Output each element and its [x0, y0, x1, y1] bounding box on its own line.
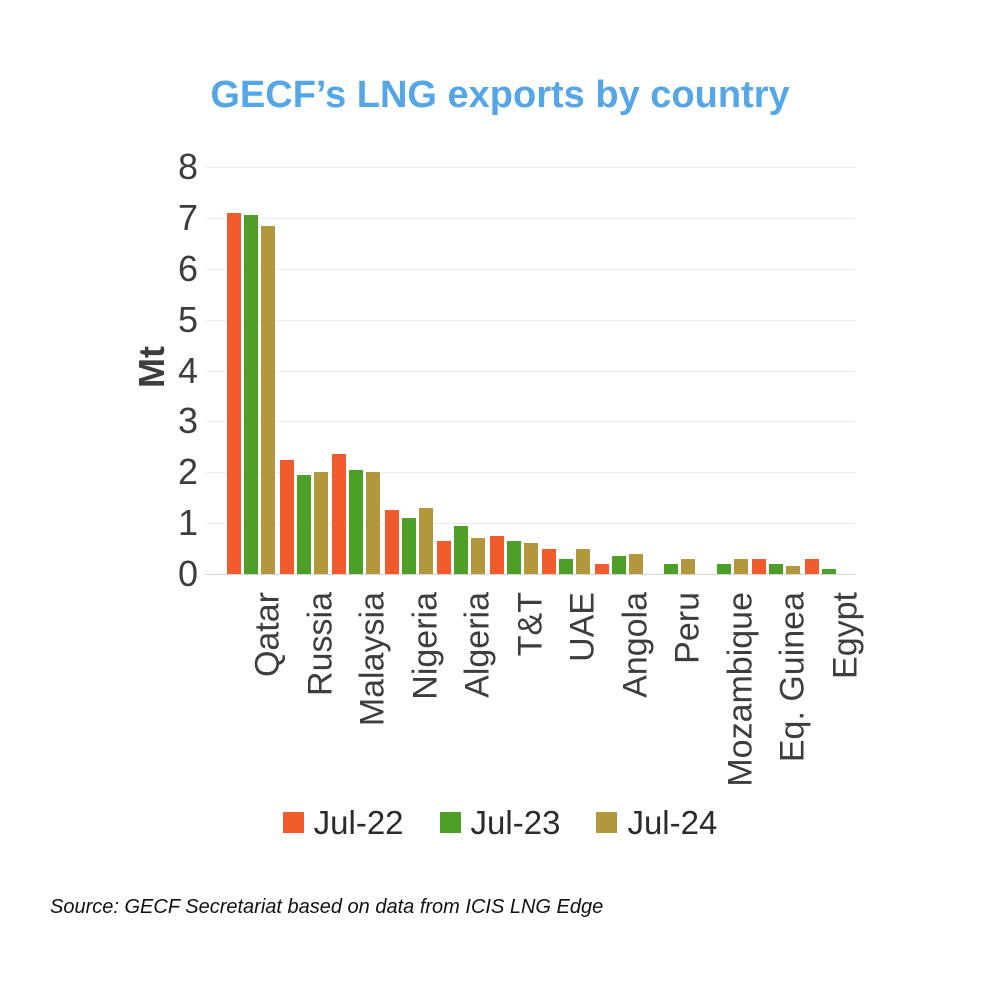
bar-uae-jul-22	[542, 549, 556, 574]
bar-algeria-jul-22	[437, 541, 451, 574]
bar-angola-jul-23	[611, 556, 626, 574]
gridline-y-7	[205, 217, 855, 219]
y-axis-tick-label-2: 2	[177, 451, 198, 493]
bar-qatar-jul-23	[244, 215, 258, 574]
y-axis-tick-label-3: 3	[177, 400, 198, 442]
x-axis-category-label-peru: Peru	[668, 592, 707, 664]
bar-malaysia-jul-23	[349, 470, 363, 574]
y-axis-tick-label-6: 6	[177, 247, 198, 289]
gridline-y-4	[205, 370, 855, 372]
bar-mozambique-jul-23	[716, 564, 731, 574]
bar-qatar-jul-22	[227, 213, 241, 574]
y-axis-tick-label-0: 0	[177, 553, 198, 594]
gridline-y-5	[205, 319, 855, 321]
bar-uae-jul-23	[559, 559, 573, 574]
legend-swatch-jul-24	[596, 812, 618, 833]
source-note: Source: GECF Secretariat based on data f…	[50, 896, 604, 918]
gridline-y-3	[205, 421, 855, 423]
x-axis-category-label-t-t: T&T	[511, 592, 549, 657]
legend-item-jul-24: Jul-24	[596, 806, 717, 839]
bar-nigeria-jul-22	[384, 510, 399, 574]
bar-algeria-jul-24	[471, 538, 485, 574]
x-axis-category-label-algeria: Algeria	[458, 592, 497, 698]
bar-peru-jul-23	[664, 564, 678, 574]
bar-russia-jul-23	[296, 475, 311, 574]
x-axis-category-label-russia: Russia	[301, 592, 339, 696]
bar-egypt-jul-23	[821, 569, 836, 574]
gridline-y-8	[205, 167, 855, 168]
y-axis-tick-label-8: 8	[177, 146, 198, 187]
bar-qatar-jul-24	[261, 226, 275, 574]
legend-swatch-jul-22	[282, 812, 304, 833]
legend-label-jul-23: Jul-23	[470, 804, 561, 841]
legend: Jul-22 Jul-23 Jul-24	[0, 806, 1000, 839]
bar-eq-guinea-jul-23	[769, 564, 783, 574]
x-axis-category-label-uae: UAE	[563, 592, 602, 662]
bar-russia-jul-22	[279, 460, 294, 574]
bar-russia-jul-24	[313, 472, 328, 574]
bar-malaysia-jul-22	[332, 454, 346, 574]
x-axis-category-label-nigeria: Nigeria	[406, 592, 444, 700]
x-axis-category-label-qatar: Qatar	[248, 592, 287, 678]
bar-mozambique-jul-24	[733, 559, 748, 574]
bar-malaysia-jul-24	[366, 472, 380, 574]
bar-nigeria-jul-23	[401, 518, 416, 574]
bar-eq-guinea-jul-24	[786, 566, 800, 574]
legend-swatch-jul-23	[439, 812, 461, 833]
gridline-y-2	[205, 472, 855, 474]
bar-peru-jul-24	[681, 559, 695, 574]
x-axis-category-label-angola: Angola	[616, 592, 654, 698]
bar-uae-jul-24	[576, 549, 590, 574]
bar-t-t-jul-24	[523, 543, 538, 574]
bar-eq-guinea-jul-22	[752, 559, 766, 574]
legend-item-jul-23: Jul-23	[439, 804, 561, 841]
x-axis-category-label-mozambique: Mozambique	[721, 592, 759, 787]
legend-label-jul-24: Jul-24	[627, 804, 718, 841]
legend-item-jul-22: Jul-22	[282, 804, 404, 841]
y-axis-tick-label-1: 1	[177, 502, 198, 544]
gridline-y-0	[205, 574, 855, 575]
y-axis-tick-label-5: 5	[177, 298, 198, 340]
bar-egypt-jul-22	[804, 559, 819, 574]
chart-title: GECF’s LNG exports by country	[210, 74, 790, 116]
bar-t-t-jul-23	[506, 541, 521, 574]
y-axis-tick-label-7: 7	[177, 196, 198, 238]
bar-t-t-jul-22	[489, 536, 504, 574]
bar-angola-jul-22	[594, 564, 609, 574]
bar-algeria-jul-23	[454, 526, 468, 574]
y-axis-tick-label-4: 4	[177, 349, 198, 391]
y-axis-title: Mt	[131, 346, 172, 388]
x-axis-category-label-eq-guinea: Eq. Guinea	[773, 592, 812, 763]
bar-angola-jul-24	[628, 554, 643, 574]
legend-label-jul-22: Jul-22	[313, 804, 404, 841]
gridline-y-1	[205, 523, 855, 525]
gridline-y-6	[205, 268, 855, 270]
x-axis-category-label-malaysia: Malaysia	[353, 592, 392, 727]
x-axis-category-label-egypt: Egypt	[826, 592, 864, 679]
bar-nigeria-jul-24	[418, 508, 433, 574]
